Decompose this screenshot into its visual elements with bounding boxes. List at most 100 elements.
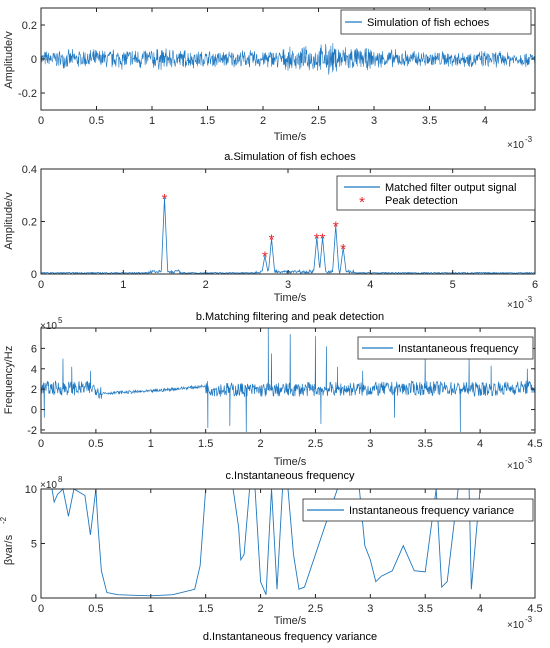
x-tick-label: 1.5: [200, 115, 215, 127]
y-tick-label: 0.4: [22, 164, 37, 176]
x-tick-label: 2: [260, 115, 266, 127]
x-tick-label: 4.5: [527, 438, 542, 450]
legend-d: Instantaneous frequency variance: [302, 498, 534, 522]
peak-marker: *: [262, 249, 268, 266]
x-tick-label: 3.5: [422, 115, 437, 127]
x-tick-label: 1: [120, 279, 126, 291]
y-tick-label: 0: [31, 269, 37, 281]
x-axis-label-b: Time/s: [274, 292, 307, 304]
caption-c: c.Instantaneous frequency: [225, 470, 355, 482]
peak-marker: *: [269, 232, 275, 249]
x-tick-label: 2: [257, 603, 263, 615]
y-tick-label: 10: [25, 484, 37, 496]
y-exponent-d: ×10 8: [40, 475, 63, 491]
y-tick-label: -2: [27, 425, 37, 437]
legend-box-b: [336, 175, 536, 211]
y-axis-label-a: Amplitude/v: [3, 31, 15, 89]
x-tick-label: 1.5: [198, 603, 213, 615]
axes: 0 0.5 1 1.5 2 2.5 3 3.5 4 -0.2 0 0.2: [18, 7, 536, 127]
peak-marker: *: [333, 218, 339, 235]
x-exponent-base-b: ×10: [507, 300, 524, 311]
legend-box-a: [340, 9, 532, 35]
legend-a: Simulation of fish echoes: [340, 9, 532, 35]
x-tick-label: 0: [38, 115, 44, 127]
x-exponent-value-a: -3: [525, 135, 533, 144]
legend-marker-icon: *: [359, 194, 365, 211]
x-tick-label: 3.5: [418, 438, 433, 450]
legend-box-d: [302, 498, 534, 522]
legend-label-d: Instantaneous frequency variance: [349, 505, 514, 517]
axes: 0 0.5 1 1.5 2 2.5 3 3.5 4 4.5 0 5 10: [25, 484, 543, 615]
x-exponent-b: ×10 -3: [507, 295, 533, 311]
peak-marker: *: [320, 230, 326, 247]
peak-marker: *: [162, 191, 168, 208]
legend-c: Instantaneous frequency: [357, 336, 534, 360]
x-exponent-base-a: ×10: [507, 140, 524, 151]
y-axis-label-d-text: βvar/s: [3, 534, 15, 565]
axes: 0 1 2 3 4 5 6 0 0.2 0.4: [22, 164, 538, 291]
y-axis-label-b: Amplitude/v: [3, 192, 15, 250]
x-exponent-d: ×10 -3: [507, 615, 533, 631]
legend-label-a: Simulation of fish echoes: [367, 17, 490, 29]
x-tick-label: 5: [450, 279, 456, 291]
x-tick-label: 4: [367, 279, 373, 291]
y-tick-label: 4: [31, 364, 37, 376]
peak-marker: *: [314, 230, 320, 247]
axes-box: [40, 327, 536, 434]
y-axis-label-d: βvar/s -2: [0, 516, 15, 565]
y-exponent-c: ×10 5: [40, 316, 63, 332]
x-tick-label: 0.5: [89, 115, 104, 127]
x-tick-label: 0: [38, 603, 44, 615]
x-tick-label: 3.5: [418, 603, 433, 615]
caption-a: a.Simulation of fish echoes: [224, 151, 356, 163]
x-tick-label: 2: [203, 279, 209, 291]
y-tick-label: 2: [31, 384, 37, 396]
x-axis-label-c: Time/s: [274, 456, 307, 468]
series-line: [40, 43, 536, 75]
y-tick-label: -0.2: [18, 88, 37, 100]
x-tick-label: 0.5: [88, 603, 103, 615]
y-axis-label-d-sup: -2: [0, 516, 8, 524]
x-tick-label: 4: [477, 603, 483, 615]
x-tick-label: 1: [149, 115, 155, 127]
x-exponent-base-d: ×10: [507, 620, 524, 631]
x-exponent-value-c: -3: [525, 456, 533, 465]
x-tick-label: 2.5: [311, 115, 326, 127]
y-exponent-value-c: 5: [58, 316, 63, 325]
y-exponent-base-d: ×10: [40, 480, 57, 491]
legend-label-c: Instantaneous frequency: [398, 343, 519, 355]
legend-label-b-line: Matched filter output signal: [385, 182, 516, 194]
y-exponent-value-d: 8: [58, 475, 63, 484]
legend-label-b-marker: Peak detection: [385, 195, 458, 207]
legend-box-c: [357, 336, 534, 360]
x-exponent-c: ×10 -3: [507, 456, 533, 472]
x-exponent-value-b: -3: [525, 295, 533, 304]
x-tick-label: 0: [38, 279, 44, 291]
y-tick-label: 5: [31, 539, 37, 551]
y-tick-label: 0: [31, 405, 37, 417]
y-tick-label: 0.2: [22, 20, 37, 32]
peak-marker: *: [340, 241, 346, 258]
series-line: [40, 327, 536, 432]
legend-b: Matched filter output signal * Peak dete…: [336, 175, 536, 211]
x-tick-label: 0.5: [88, 438, 103, 450]
x-axis-label-a: Time/s: [274, 131, 307, 143]
x-tick-label: 1.5: [198, 438, 213, 450]
x-tick-label: 2: [257, 438, 263, 450]
x-tick-label: 2.5: [308, 438, 323, 450]
y-tick-label: 0.2: [22, 217, 37, 229]
x-axis-label-d: Time/s: [274, 615, 307, 627]
x-exponent-value-d: -3: [525, 615, 533, 624]
x-tick-label: 3: [371, 115, 377, 127]
panel-a: 0 0.5 1 1.5 2 2.5 3 3.5 4 -0.2 0 0.2 a.Simulation o…: [3, 7, 536, 163]
x-tick-label: 4: [477, 438, 483, 450]
x-exponent-base-c: ×10: [507, 461, 524, 472]
y-tick-label: 0: [31, 54, 37, 66]
y-exponent-base-c: ×10: [40, 321, 57, 332]
x-tick-label: 6: [532, 279, 538, 291]
x-exponent-a: ×10 -3: [507, 135, 533, 151]
x-tick-label: 4: [482, 115, 488, 127]
